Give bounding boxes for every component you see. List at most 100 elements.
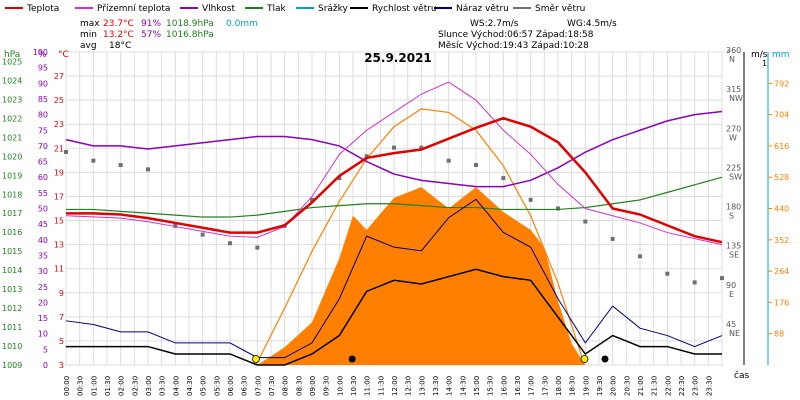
time-tick-label: 15:00 (473, 376, 481, 396)
time-tick-label: 09:00 (309, 376, 317, 396)
percent-tick-label: 35 (38, 251, 48, 260)
time-tick-label: 17:30 (541, 376, 549, 396)
hpa-tick-label: 1015 (2, 247, 22, 256)
wind-direction-point (337, 176, 342, 181)
wind-direction-point (310, 197, 314, 202)
time-tick-label: 00:30 (77, 376, 85, 396)
solar-area (257, 187, 586, 365)
time-tick-label: 12:30 (405, 376, 413, 396)
hpa-tick-label: 1011 (2, 323, 22, 332)
time-tick-label: 04:30 (186, 376, 194, 396)
unit-mm: mm (772, 50, 790, 60)
unit-temp: °C (58, 50, 69, 60)
wind-direction-point (446, 158, 451, 163)
hpa-tick-label: 1019 (2, 171, 22, 180)
wind-direction-point (200, 232, 205, 237)
direction-tick-label: NW (729, 94, 743, 103)
time-tick-label: 16:00 (500, 376, 508, 396)
time-tick-label: 02:00 (118, 376, 126, 396)
solar-tick-label: 352 (774, 236, 789, 245)
wind-direction-point (638, 254, 642, 259)
time-tick-label: 00:00 (63, 376, 71, 396)
time-tick-label: 14:00 (446, 376, 454, 396)
wind-direction-point (173, 223, 178, 228)
temp-tick-label: 11 (54, 265, 64, 274)
solar-tick-label: 176 (774, 298, 789, 307)
wind-direction-point (392, 145, 396, 150)
wind-direction-point (556, 206, 560, 211)
wind-direction-point (720, 276, 724, 281)
time-tick-label: 16:30 (514, 376, 522, 396)
time-tick-label: 22:00 (664, 376, 672, 396)
direction-tick-label: NE (729, 329, 740, 338)
time-tick-label: 18:00 (555, 376, 563, 396)
sunset-marker (580, 355, 589, 363)
time-tick-label: 08:00 (282, 376, 290, 396)
stat-min-press: 1016.8hPa (166, 30, 214, 40)
wind-speed-line (66, 268, 722, 366)
time-tick-label: 04:00 (172, 376, 180, 396)
time-tick-label: 07:30 (268, 376, 276, 396)
wind-direction-point (255, 245, 260, 250)
time-tick-label: 12:00 (391, 376, 399, 396)
direction-tick-value: 360 (726, 46, 741, 55)
percent-tick-label: 0 (43, 361, 48, 370)
time-tick-label: 03:00 (145, 376, 153, 396)
wind-direction-point (64, 149, 68, 154)
temp-tick-label: 19 (54, 168, 64, 177)
wind-direction-point (146, 167, 150, 172)
stat-precip: 0.0mm (226, 19, 258, 29)
time-tick-label: 21:30 (651, 376, 659, 396)
percent-tick-label: 40 (38, 236, 48, 245)
temp-tick-label: 25 (54, 96, 64, 105)
unit-percent: % (38, 50, 47, 60)
unit-degrees: ° (726, 50, 731, 60)
temp-tick-label: 23 (54, 120, 64, 129)
wind-direction-point (91, 158, 96, 163)
time-tick-label: 23:00 (692, 376, 700, 396)
hpa-tick-label: 1022 (2, 114, 22, 123)
wind-direction-point (665, 271, 670, 276)
time-tick-label: 13:00 (418, 376, 426, 396)
direction-tick-label: SW (729, 172, 742, 181)
percent-tick-label: 50 (38, 205, 48, 214)
percent-tick-label: 80 (38, 111, 48, 120)
hpa-tick-label: 1009 (2, 361, 22, 370)
time-tick-label: 11:00 (364, 376, 372, 396)
direction-tick-value: 180 (726, 203, 741, 212)
moonset-marker (348, 355, 356, 363)
percent-tick-label: 70 (38, 142, 48, 151)
stat-max-press: 1018.9hPa (166, 19, 214, 29)
unit-ms: m/s (751, 50, 768, 60)
solar-tick-label: 264 (774, 267, 789, 276)
solar-tick-label: 528 (774, 173, 789, 182)
wind-direction-point (692, 280, 697, 285)
direction-tick-value: 270 (726, 124, 741, 133)
wind-gust-line (65, 198, 723, 359)
direction-tick-label: SE (729, 251, 739, 260)
temp-tick-label: 17 (54, 192, 64, 201)
stat-min-hum: 57% (141, 30, 161, 40)
time-tick-label: 11:30 (377, 376, 385, 396)
percent-tick-label: 25 (38, 283, 48, 292)
direction-tick-value: 135 (726, 242, 741, 251)
percent-tick-label: 95 (38, 64, 48, 73)
hpa-tick-label: 1010 (2, 342, 22, 351)
legend-label: Náraz větru (456, 4, 509, 14)
stat-min-label: min (80, 30, 97, 40)
time-tick-label: 09:30 (323, 376, 331, 396)
hpa-tick-label: 1017 (2, 209, 22, 218)
hpa-tick-label: 1021 (2, 133, 22, 142)
percent-tick-label: 30 (38, 267, 48, 276)
humidity-line (65, 110, 723, 188)
wind-direction-point (474, 163, 478, 168)
temp-tick-label: 5 (59, 337, 64, 346)
chart-title: 25.9.2021 (364, 51, 432, 65)
solar-tick-label: 704 (774, 111, 789, 120)
time-tick-label: 01:30 (104, 376, 112, 396)
hpa-tick-label: 1018 (2, 190, 22, 199)
solar-tick-label: 792 (774, 79, 789, 88)
solar-theory-line (255, 108, 586, 366)
stat-min-temp: 13.2°C (103, 30, 134, 40)
